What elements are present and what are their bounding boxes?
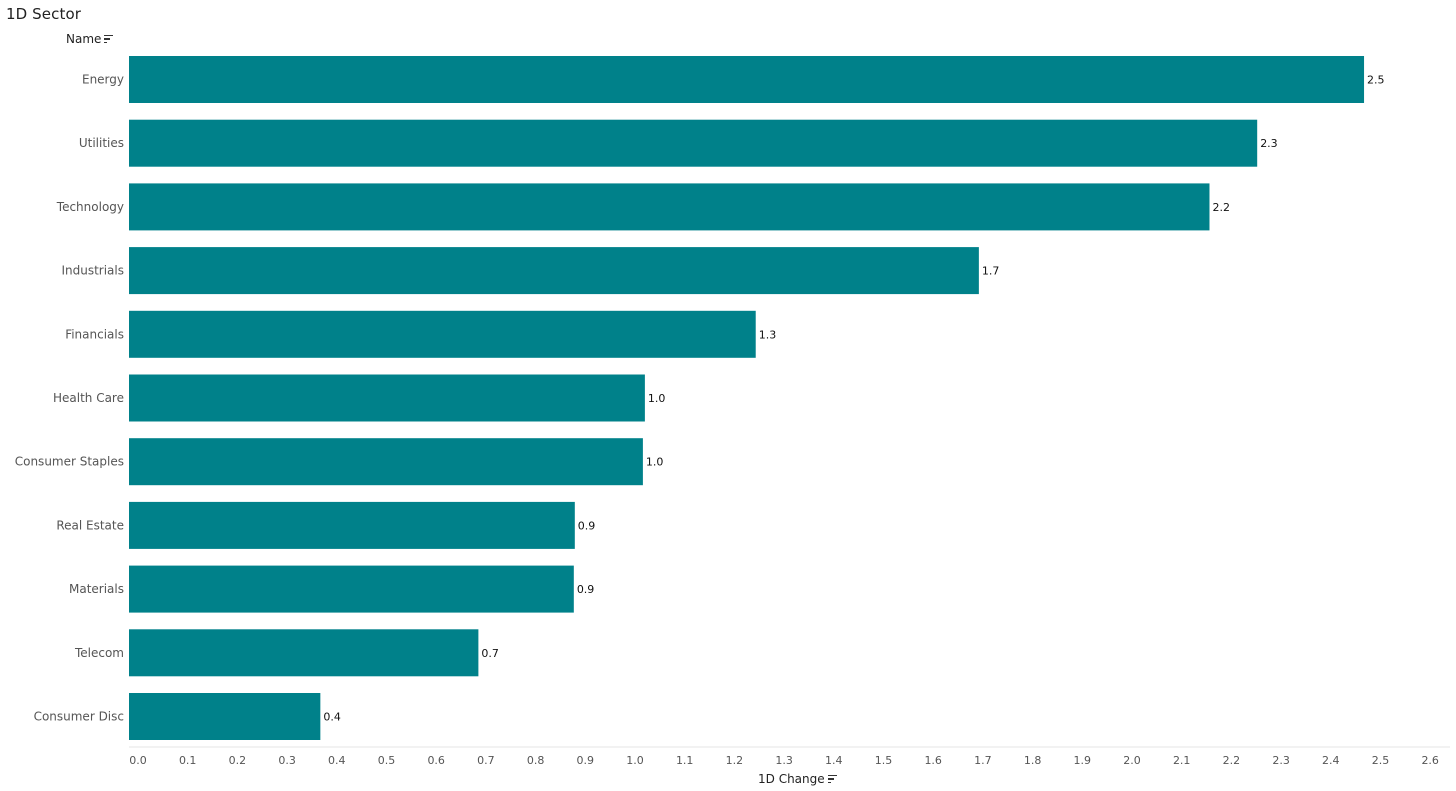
x-tick-labels-group: 0.0 0.1 0.2 0.3 0.4 0.5 0.6 0.7 0.8 0.9 1.0 1.1 1.2 1… [129, 754, 1439, 767]
value-label-financials: 1.3 [759, 328, 777, 341]
x-tick-label: 0.7 [477, 754, 495, 767]
category-label-real-estate: Real Estate [56, 518, 124, 532]
bar-real-estate[interactable] [129, 501, 575, 549]
name-column-label: Name [66, 32, 102, 46]
value-labels-group: 2.5 2.3 2.2 1.7 1.3 1.0 1.0 0.9 0.9 0.7 0.4 [323, 74, 1384, 724]
x-tick-label: 1.0 [626, 754, 644, 767]
x-tick-label: 0.6 [427, 754, 445, 767]
x-tick-label: 2.6 [1421, 754, 1439, 767]
category-label-industrials: Industrials [61, 264, 124, 278]
category-label-telecom: Telecom [74, 646, 124, 660]
bar-health-care[interactable] [129, 374, 645, 422]
x-tick-label: 0.8 [527, 754, 545, 767]
x-tick-label: 1.6 [924, 754, 942, 767]
bar-utilities[interactable] [129, 119, 1258, 167]
x-tick-label: 0.4 [328, 754, 346, 767]
category-label-materials: Materials [69, 582, 124, 596]
category-label-consumer-staples: Consumer Staples [15, 455, 124, 469]
x-tick-label: 0.3 [278, 754, 296, 767]
category-label-health-care: Health Care [53, 391, 124, 405]
x-tick-label: 0.5 [378, 754, 396, 767]
x-tick-label: 2.2 [1223, 754, 1241, 767]
value-label-consumer-disc: 0.4 [323, 711, 341, 724]
value-label-materials: 0.9 [577, 583, 595, 596]
chart-title: 1D Sector [6, 5, 81, 23]
x-tick-label: 0.9 [577, 754, 595, 767]
x-tick-label: 1.9 [1074, 754, 1092, 767]
value-label-technology: 2.2 [1212, 201, 1230, 214]
value-label-utilities: 2.3 [1260, 137, 1278, 150]
x-tick-label: 2.5 [1372, 754, 1390, 767]
name-column-header[interactable]: Name [66, 32, 114, 46]
category-labels-group: Energy Utilities Technology Industrials Fina… [15, 73, 124, 724]
x-tick-label: 0.0 [129, 754, 147, 767]
bar-materials[interactable] [129, 565, 574, 613]
category-label-technology: Technology [56, 200, 124, 214]
x-tick-label: 2.4 [1322, 754, 1340, 767]
bar-industrials[interactable] [129, 247, 979, 295]
bars-group [129, 56, 1365, 740]
sort-descending-icon[interactable] [104, 34, 114, 44]
x-tick-label: 1.5 [875, 754, 893, 767]
category-label-financials: Financials [65, 327, 124, 341]
x-tick-label: 0.2 [229, 754, 247, 767]
x-tick-label: 2.1 [1173, 754, 1191, 767]
x-tick-label: 1.2 [726, 754, 744, 767]
value-label-consumer-staples: 1.0 [646, 456, 664, 469]
bar-energy[interactable] [129, 56, 1365, 103]
x-tick-label: 1.3 [775, 754, 793, 767]
value-label-real-estate: 0.9 [578, 519, 596, 532]
x-tick-label: 0.1 [179, 754, 197, 767]
value-label-telecom: 0.7 [481, 647, 499, 660]
category-label-energy: Energy [82, 73, 124, 87]
value-label-energy: 2.5 [1367, 74, 1385, 87]
value-label-health-care: 1.0 [648, 392, 666, 405]
x-tick-label: 1.4 [825, 754, 843, 767]
bar-financials[interactable] [129, 310, 756, 358]
change-column-header[interactable]: 1D Change [758, 772, 837, 786]
bar-consumer-disc[interactable] [129, 693, 321, 740]
bar-technology[interactable] [129, 183, 1210, 231]
bar-consumer-staples[interactable] [129, 438, 643, 486]
sort-descending-icon[interactable] [827, 774, 837, 784]
x-tick-label: 1.1 [676, 754, 694, 767]
category-label-consumer-disc: Consumer Disc [34, 710, 124, 724]
category-label-utilities: Utilities [79, 136, 124, 150]
x-tick-label: 1.8 [1024, 754, 1042, 767]
value-label-industrials: 1.7 [982, 265, 1000, 278]
bar-telecom[interactable] [129, 629, 479, 677]
x-tick-label: 1.7 [974, 754, 992, 767]
change-column-label: 1D Change [758, 772, 825, 786]
x-tick-label: 2.3 [1272, 754, 1290, 767]
x-tick-label: 2.0 [1123, 754, 1141, 767]
